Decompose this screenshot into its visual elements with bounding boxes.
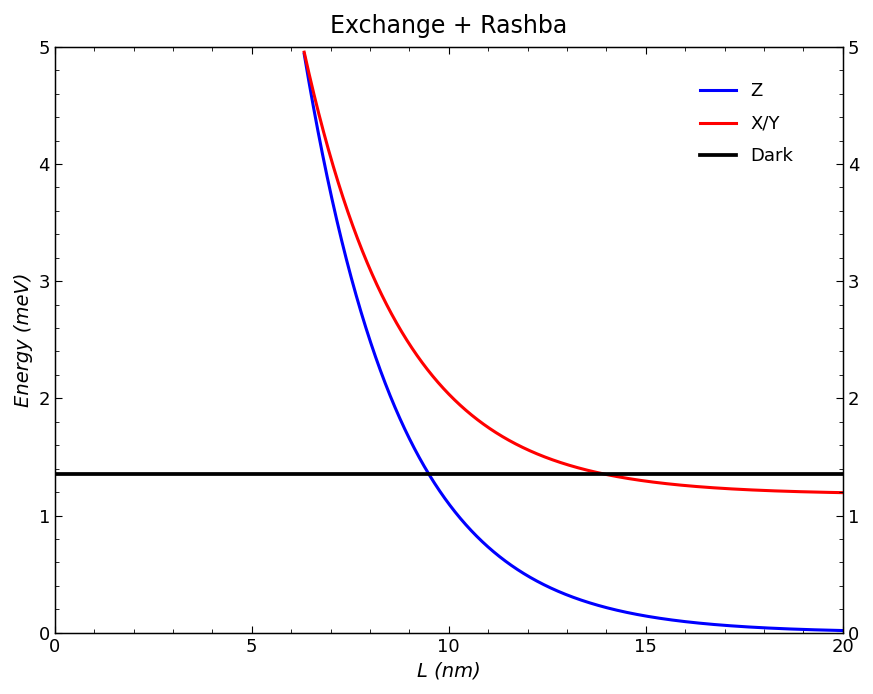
Dark	[89, 471, 100, 479]
Y-axis label: Energy (meV): Energy (meV)	[14, 273, 33, 407]
Z	[821, 626, 832, 634]
Line: X/Y: X/Y	[304, 52, 842, 493]
Title: Exchange + Rashba: Exchange + Rashba	[330, 14, 567, 38]
Z	[821, 626, 832, 634]
X/Y	[546, 455, 557, 464]
X/Y	[327, 157, 337, 165]
Z	[546, 584, 557, 593]
X/Y	[723, 484, 733, 493]
X/Y	[837, 489, 848, 497]
Z	[327, 194, 337, 202]
X/Y	[821, 488, 832, 496]
Legend: Z, X/Y, Dark: Z, X/Y, Dark	[691, 74, 802, 174]
X/Y	[821, 488, 832, 496]
Dark	[50, 471, 60, 479]
Z	[299, 50, 309, 58]
Z	[837, 627, 848, 635]
Z	[560, 591, 571, 599]
X/Y	[299, 48, 309, 56]
X/Y	[560, 460, 571, 468]
Line: Z: Z	[304, 54, 842, 631]
Z	[723, 621, 733, 629]
X-axis label: L (nm): L (nm)	[417, 661, 481, 680]
